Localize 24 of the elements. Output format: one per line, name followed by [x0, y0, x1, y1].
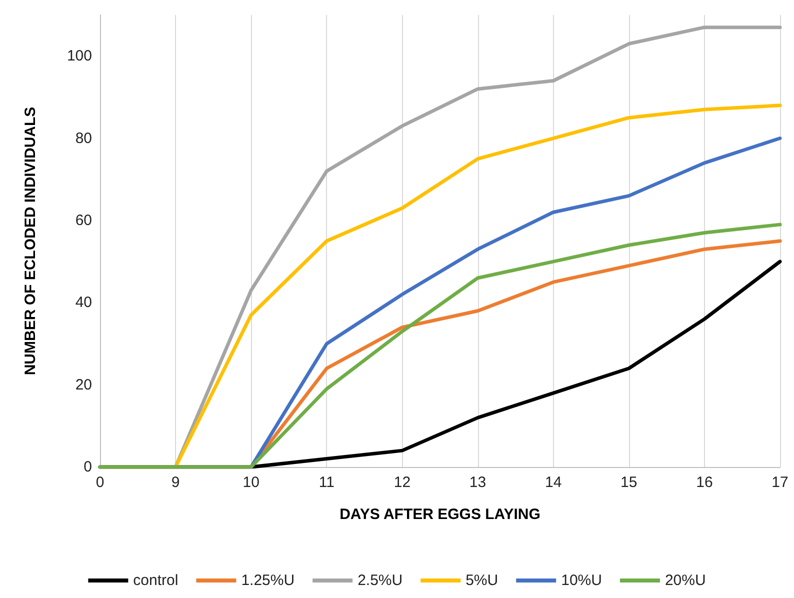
x-tick-label: 10	[242, 474, 260, 491]
y-tick-label: 80	[75, 130, 92, 147]
y-tick-label: 20	[75, 376, 92, 394]
y-axis-title: NUMBER OF ECLODED INDIVIDUALS	[22, 106, 39, 376]
y-tick-label: 0	[84, 458, 92, 476]
legend-label: 5%U	[466, 572, 498, 589]
x-axis-title: DAYS AFTER EGGS LAYING	[340, 506, 540, 523]
x-tick-label: 9	[171, 474, 180, 491]
x-tick-label: 0	[96, 474, 104, 491]
y-tick-label: 100	[66, 48, 92, 65]
x-tick-label: 11	[318, 474, 334, 491]
legend-label: control	[133, 572, 178, 589]
y-tick-label: 60	[75, 212, 92, 229]
legend-label: 10%U	[561, 572, 602, 589]
y-tick-label: 40	[75, 294, 92, 312]
x-tick-label: 12	[394, 474, 411, 491]
x-tick-label: 15	[620, 474, 638, 491]
x-tick-label: 13	[469, 474, 486, 491]
x-tick-label: 14	[544, 474, 562, 491]
legend-label: 1.25%U	[241, 572, 295, 589]
legend-label: 20%U	[664, 572, 706, 589]
legend-label: 2.5%U	[358, 572, 403, 589]
x-tick-label: 17	[772, 474, 788, 491]
x-tick-label: 16	[696, 474, 713, 491]
